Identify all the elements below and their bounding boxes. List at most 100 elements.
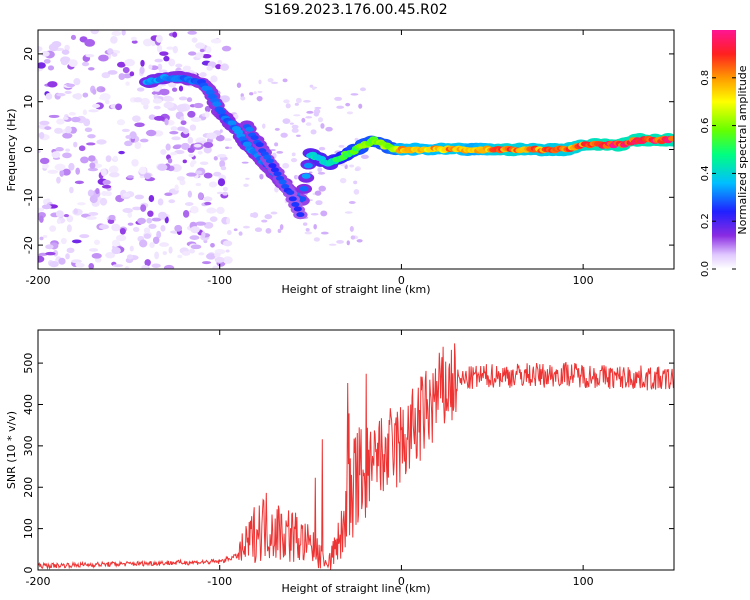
spectrogram-speckle xyxy=(88,211,99,216)
spectrogram-speckle xyxy=(206,207,217,214)
spectrogram-speckle xyxy=(92,103,101,108)
spectrogram-speckle xyxy=(188,51,197,56)
spectrogram-speckle xyxy=(51,41,62,48)
spectrogram-speckle xyxy=(115,234,127,242)
spectrogram-speckle xyxy=(78,145,86,152)
spectrogram-speckle xyxy=(358,103,363,109)
spectrogram-speckle xyxy=(282,162,290,169)
colorbar-ticks: 0.0 0.2 0.4 0.6 0.8 xyxy=(700,70,736,277)
spectrogram-speckle xyxy=(154,251,160,260)
spectrogram-speckle xyxy=(313,237,320,242)
spectrogram-speckle xyxy=(313,223,317,230)
spectrogram-speckle xyxy=(148,64,153,70)
spectrogram-speckle xyxy=(276,151,284,154)
spectrogram-speckle xyxy=(269,149,276,152)
spectrogram-speckle xyxy=(197,192,204,201)
spectrogram-speckle xyxy=(49,225,57,232)
spectrogram-speckle xyxy=(170,126,178,131)
colorbar-tick-label: 0.2 xyxy=(700,213,711,229)
spectrogram-speckle xyxy=(261,219,268,223)
spectrogram-speckle xyxy=(219,159,226,168)
spectrogram-speckle xyxy=(178,85,184,92)
spectrogram-cell xyxy=(668,135,674,142)
spectrogram-speckle xyxy=(270,211,278,215)
spectrogram-speckle xyxy=(48,114,60,118)
spectrogram-speckle xyxy=(336,105,345,109)
spectrogram-speckle xyxy=(187,190,193,198)
spectrogram-speckle xyxy=(225,146,230,149)
spectrogram-y-tick-label: 10 xyxy=(22,95,35,109)
spectrogram-speckle xyxy=(134,141,142,150)
spectrogram-speckle xyxy=(282,118,291,125)
spectrogram-speckle xyxy=(305,122,312,126)
spectrogram-speckle xyxy=(359,87,366,92)
spectrogram-speckle xyxy=(140,59,145,67)
spectrogram-speckle xyxy=(303,99,311,103)
spectrogram-speckle xyxy=(62,168,71,176)
spectrogram-speckle xyxy=(56,118,65,125)
spectrogram-speckle xyxy=(350,235,356,240)
spectrogram-speckle xyxy=(233,228,238,232)
spectrogram-speckle xyxy=(94,257,102,263)
spectrogram-cell xyxy=(303,162,313,169)
spectrogram-speckle xyxy=(293,114,301,117)
spectrogram-speckle xyxy=(162,251,167,255)
spectrogram-speckle xyxy=(176,104,187,112)
spectrogram-speckle xyxy=(168,81,177,88)
spectrogram-speckle xyxy=(346,240,350,246)
colorbar-tick-label: 0.4 xyxy=(700,165,711,181)
spectrogram-speckle xyxy=(131,159,139,167)
spectrogram-speckle xyxy=(206,66,213,71)
spectrogram-speckle xyxy=(96,139,107,145)
spectrogram-speckle xyxy=(126,254,134,260)
spectrogram-speckle xyxy=(105,99,110,105)
spectrogram-speckle xyxy=(100,168,107,177)
spectrogram-speckle xyxy=(339,177,347,184)
spectrogram-speckle xyxy=(179,116,185,121)
spectrogram-speckle xyxy=(118,150,125,155)
spectrogram-speckle xyxy=(111,246,121,255)
spectrogram-speckle xyxy=(127,211,133,218)
spectrogram-speckle xyxy=(82,109,88,116)
spectrogram-speckle xyxy=(188,153,195,158)
spectrogram-speckle xyxy=(85,142,96,146)
spectrogram-speckle xyxy=(168,199,176,204)
spectrogram-speckle xyxy=(139,66,145,75)
spectrogram-speckle xyxy=(189,124,197,131)
spectrogram-speckle xyxy=(73,78,81,86)
spectrogram-speckle xyxy=(118,73,126,81)
spectrogram-speckle xyxy=(88,109,99,113)
spectrogram-speckle xyxy=(166,46,174,50)
spectrogram-speckle xyxy=(172,145,181,150)
spectrogram-speckle xyxy=(215,134,225,142)
spectrogram-speckle xyxy=(310,129,317,135)
spectrogram-speckle xyxy=(184,202,194,206)
spectrogram-speckle xyxy=(301,117,306,123)
spectrogram-speckle xyxy=(222,240,233,247)
spectrogram-speckle xyxy=(89,195,98,204)
spectrogram-speckle xyxy=(171,87,178,92)
spectrogram-speckle xyxy=(84,38,96,47)
spectrogram-speckle xyxy=(317,171,326,175)
spectrogram-speckle xyxy=(256,96,263,102)
spectrogram-speckle xyxy=(64,44,70,51)
spectrogram-speckle xyxy=(132,206,142,211)
spectrogram-cell xyxy=(265,158,274,164)
spectrogram-speckle xyxy=(262,123,266,129)
snr-x-tick-label: -200 xyxy=(26,575,51,588)
snr-x-tick-label: 0 xyxy=(398,575,405,588)
spectrogram-speckle xyxy=(175,63,183,68)
spectrogram-speckle xyxy=(60,59,69,66)
spectrogram-speckle xyxy=(68,112,76,116)
spectrogram-speckle xyxy=(345,102,351,107)
spectrogram-speckle xyxy=(193,143,202,148)
spectrogram-speckle xyxy=(203,146,212,154)
spectrogram-speckle xyxy=(38,149,42,154)
spectrogram-speckle xyxy=(47,169,59,174)
spectrogram-speckle xyxy=(43,198,48,205)
spectrogram-speckle xyxy=(258,79,262,85)
spectrogram-speckle xyxy=(71,239,82,244)
spectrogram-speckle xyxy=(56,93,66,97)
spectrogram-speckle xyxy=(219,95,230,103)
spectrogram-speckle xyxy=(62,116,69,120)
